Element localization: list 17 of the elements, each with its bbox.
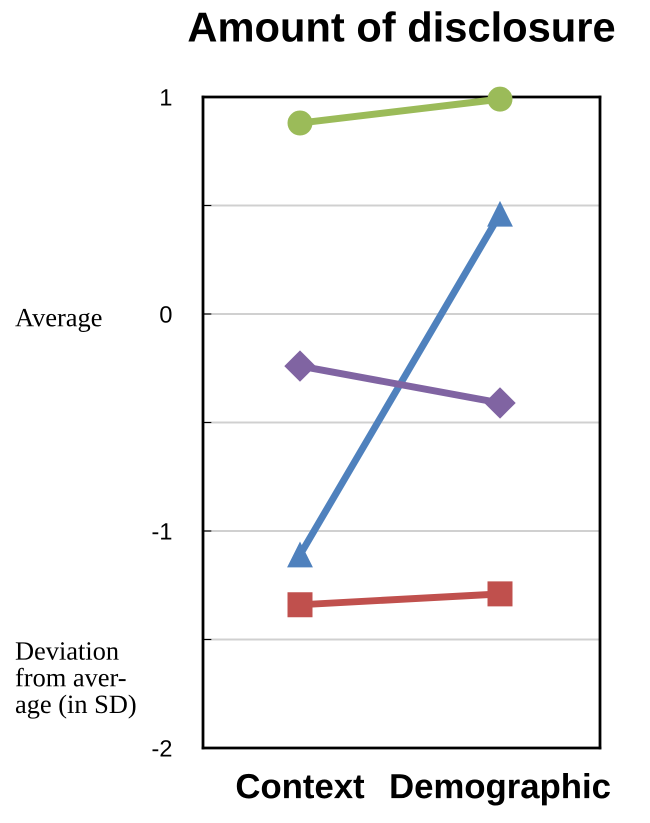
point: [488, 202, 512, 227]
point: [488, 86, 512, 112]
y-tick-label: -2: [152, 740, 172, 757]
x-tick-label: Demographic: [391, 773, 610, 806]
point: [288, 592, 312, 618]
y-tick-label: 1: [161, 89, 172, 106]
point: [288, 542, 312, 568]
text: Average: [15, 308, 102, 332]
y-tick-label: 0: [160, 306, 172, 323]
text: Deviation from aver- age (in SD): [16, 642, 136, 719]
point: [488, 581, 512, 606]
point: [484, 388, 516, 418]
point: [284, 350, 316, 382]
point: [288, 110, 312, 136]
x-tick-label: Context: [236, 774, 364, 799]
y-tick-label: -1: [152, 523, 172, 540]
chart-title: Amount of disclosure: [188, 11, 614, 42]
